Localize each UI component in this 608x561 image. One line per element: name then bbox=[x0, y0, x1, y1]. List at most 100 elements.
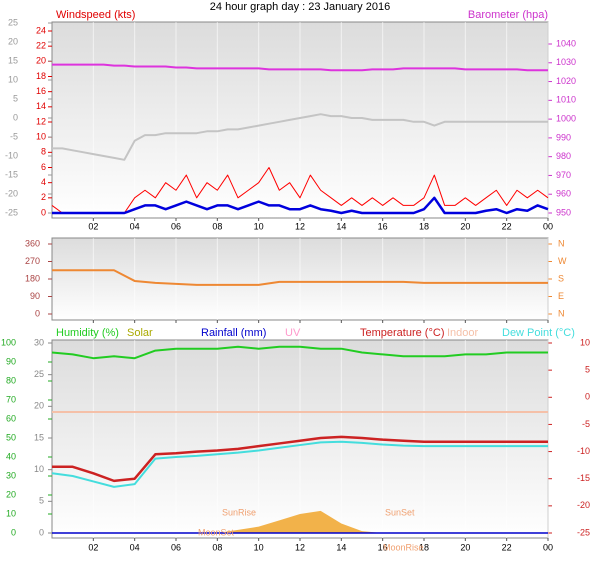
x-tick-label: 00 bbox=[543, 542, 553, 552]
y3-tick-label: 30 bbox=[34, 337, 44, 347]
x-tick-label: 22 bbox=[502, 542, 512, 552]
y2-axis-title: Barometer (hpa) bbox=[468, 9, 548, 21]
y2-tick-label: -15 bbox=[577, 473, 590, 483]
x-tick-label: 20 bbox=[460, 542, 470, 552]
y-tick-label: 8 bbox=[41, 147, 46, 157]
annotation: MoonRise bbox=[383, 542, 424, 552]
series-line bbox=[51, 345, 548, 360]
x-tick-label: 12 bbox=[295, 542, 305, 552]
y-tick-label: 4 bbox=[41, 177, 46, 187]
y3-tick-label: 5 bbox=[13, 93, 18, 103]
y2-tick-label: 1000 bbox=[556, 113, 576, 123]
y-tick-label: 2 bbox=[41, 192, 46, 202]
y-tick-label: 80 bbox=[6, 375, 16, 385]
y3-tick-label: -20 bbox=[5, 188, 18, 198]
y-tick-label: 20 bbox=[6, 489, 16, 499]
y-tick-label: 40 bbox=[6, 451, 16, 461]
legend-label: UV bbox=[285, 327, 301, 339]
y-tick-label: 18 bbox=[36, 71, 46, 81]
legend-label: Solar bbox=[127, 327, 153, 339]
y2-tick-label: -25 bbox=[577, 527, 590, 537]
legend-label: Indoor bbox=[447, 327, 479, 339]
y2-tick-label: -5 bbox=[582, 419, 590, 429]
y3-tick-label: 0 bbox=[39, 527, 44, 537]
y2-tick-label: N bbox=[558, 308, 565, 318]
y2-tick-label: -20 bbox=[577, 500, 590, 510]
x-tick-label: 00 bbox=[543, 221, 553, 231]
series-area bbox=[52, 510, 548, 533]
y2-tick-label: 960 bbox=[556, 189, 571, 199]
series-line bbox=[52, 435, 548, 483]
series-line bbox=[52, 269, 548, 286]
x-tick-label: 08 bbox=[212, 221, 222, 231]
x-tick-label: 18 bbox=[419, 221, 429, 231]
y-tick-label: 10 bbox=[6, 508, 16, 518]
series-line bbox=[52, 196, 549, 215]
x-tick-label: 14 bbox=[336, 542, 346, 552]
y3-tick-label: 20 bbox=[8, 36, 18, 46]
x-tick-label: 08 bbox=[212, 542, 222, 552]
y3-tick-label: -15 bbox=[5, 169, 18, 179]
annotation: SunSet bbox=[385, 507, 415, 517]
y2-tick-label: 990 bbox=[556, 132, 571, 142]
x-tick-label: 10 bbox=[254, 221, 264, 231]
y-tick-label: 14 bbox=[36, 101, 46, 111]
y2-tick-label: 1010 bbox=[556, 95, 576, 105]
y3-tick-label: -10 bbox=[5, 150, 18, 160]
y-tick-label: 50 bbox=[6, 432, 16, 442]
y2-tick-label: 10 bbox=[580, 337, 590, 347]
y3-tick-label: 10 bbox=[34, 464, 44, 474]
y-tick-label: 20 bbox=[36, 56, 46, 66]
y-tick-label: 12 bbox=[36, 116, 46, 126]
y2-tick-label: 970 bbox=[556, 170, 571, 180]
legend-label: Humidity (%) bbox=[56, 327, 119, 339]
x-tick-label: 16 bbox=[378, 542, 388, 552]
y2-tick-label: 5 bbox=[585, 365, 590, 375]
y-tick-label: 100 bbox=[1, 337, 16, 347]
y3-tick-label: 5 bbox=[39, 496, 44, 506]
y3-tick-label: -25 bbox=[5, 207, 18, 217]
y2-tick-label: 950 bbox=[556, 207, 571, 217]
y-tick-label: 0 bbox=[35, 308, 40, 318]
y-tick-label: 70 bbox=[6, 394, 16, 404]
series-line bbox=[52, 63, 548, 72]
y3-tick-label: -5 bbox=[10, 131, 18, 141]
page-title: 24 hour graph day : 23 January 2016 bbox=[210, 1, 390, 13]
y3-tick-label: 25 bbox=[8, 17, 18, 27]
x-tick-label: 10 bbox=[254, 542, 264, 552]
y-tick-label: 30 bbox=[6, 470, 16, 480]
annotation: SunRise bbox=[222, 507, 256, 517]
y-tick-label: 6 bbox=[41, 162, 46, 172]
y-tick-label: 270 bbox=[25, 256, 40, 266]
x-tick-label: 04 bbox=[130, 221, 140, 231]
x-tick-label: 12 bbox=[295, 221, 305, 231]
y-tick-label: 24 bbox=[36, 25, 46, 35]
y3-tick-label: 10 bbox=[8, 74, 18, 84]
y2-tick-label: -10 bbox=[577, 446, 590, 456]
y3-tick-label: 15 bbox=[34, 432, 44, 442]
y2-tick-label: N bbox=[558, 238, 565, 248]
x-tick-label: 18 bbox=[419, 542, 429, 552]
y3-tick-label: 20 bbox=[34, 401, 44, 411]
x-tick-label: 22 bbox=[502, 221, 512, 231]
y-tick-label: 10 bbox=[36, 132, 46, 142]
y-tick-label: 0 bbox=[41, 207, 46, 217]
series-line bbox=[51, 440, 548, 488]
y-axis-title: Windspeed (kts) bbox=[56, 9, 135, 21]
series-line bbox=[52, 113, 548, 161]
y-tick-label: 360 bbox=[25, 238, 40, 248]
y2-tick-label: 980 bbox=[556, 151, 571, 161]
x-tick-label: 04 bbox=[130, 542, 140, 552]
x-tick-label: 06 bbox=[171, 542, 181, 552]
series-line bbox=[51, 167, 549, 214]
y-tick-label: 22 bbox=[36, 41, 46, 51]
y2-tick-label: S bbox=[558, 273, 564, 283]
y-tick-label: 0 bbox=[11, 527, 16, 537]
legend-label: Dew Point (°C) bbox=[502, 327, 575, 339]
y2-tick-label: 1030 bbox=[556, 57, 576, 67]
y3-tick-label: 25 bbox=[34, 369, 44, 379]
y2-tick-label: 0 bbox=[585, 392, 590, 402]
y-tick-label: 180 bbox=[25, 273, 40, 283]
x-tick-label: 16 bbox=[378, 221, 388, 231]
y3-tick-label: 0 bbox=[13, 112, 18, 122]
